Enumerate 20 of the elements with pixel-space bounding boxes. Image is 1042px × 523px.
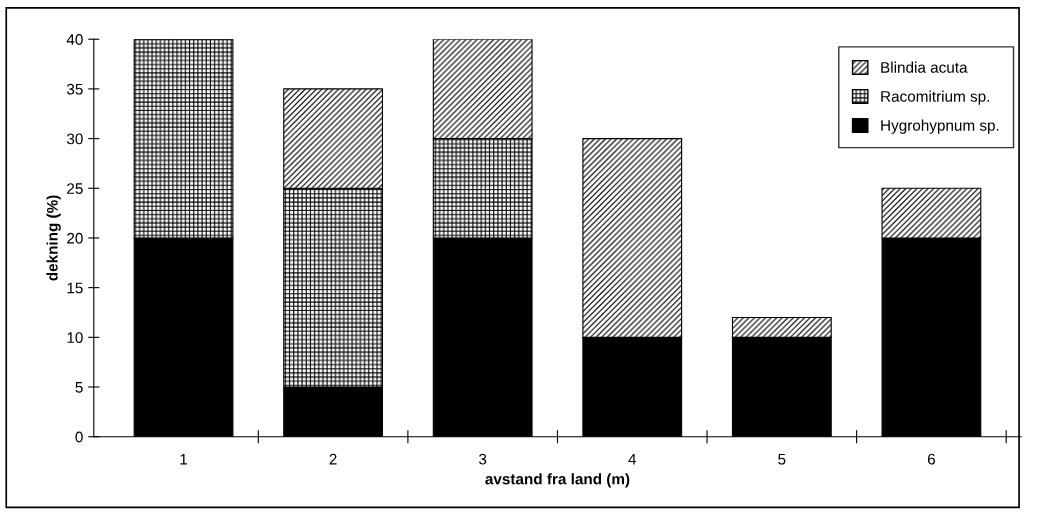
x-tick-label: 1 <box>180 453 188 465</box>
y-tick-label: 40 <box>66 34 83 45</box>
y-tick-label: 0 <box>75 431 83 443</box>
y-tick-label: 35 <box>66 83 83 95</box>
y-tick-label: 30 <box>66 133 83 145</box>
x-tick-label: 4 <box>628 453 637 465</box>
x-tick-label: 2 <box>329 453 337 465</box>
y-tick-label: 5 <box>75 382 83 393</box>
y-tick-label: 20 <box>67 232 83 244</box>
legend-label: Hygrohypnum sp. <box>881 119 999 134</box>
y-axis-title: dekning (%) <box>46 195 61 281</box>
y-tick-label: 10 <box>67 332 83 344</box>
x-tick-label: 3 <box>479 453 487 465</box>
legend-label: Blindia acuta <box>881 61 968 73</box>
y-tick-label: 25 <box>67 183 83 194</box>
y-tick-label: 15 <box>67 282 83 294</box>
x-tick-label: 6 <box>927 453 935 465</box>
x-axis-title: avstand fra land (m) <box>485 473 630 488</box>
legend-label: Racomitrium sp. <box>881 90 990 105</box>
x-tick-label: 5 <box>778 453 786 465</box>
